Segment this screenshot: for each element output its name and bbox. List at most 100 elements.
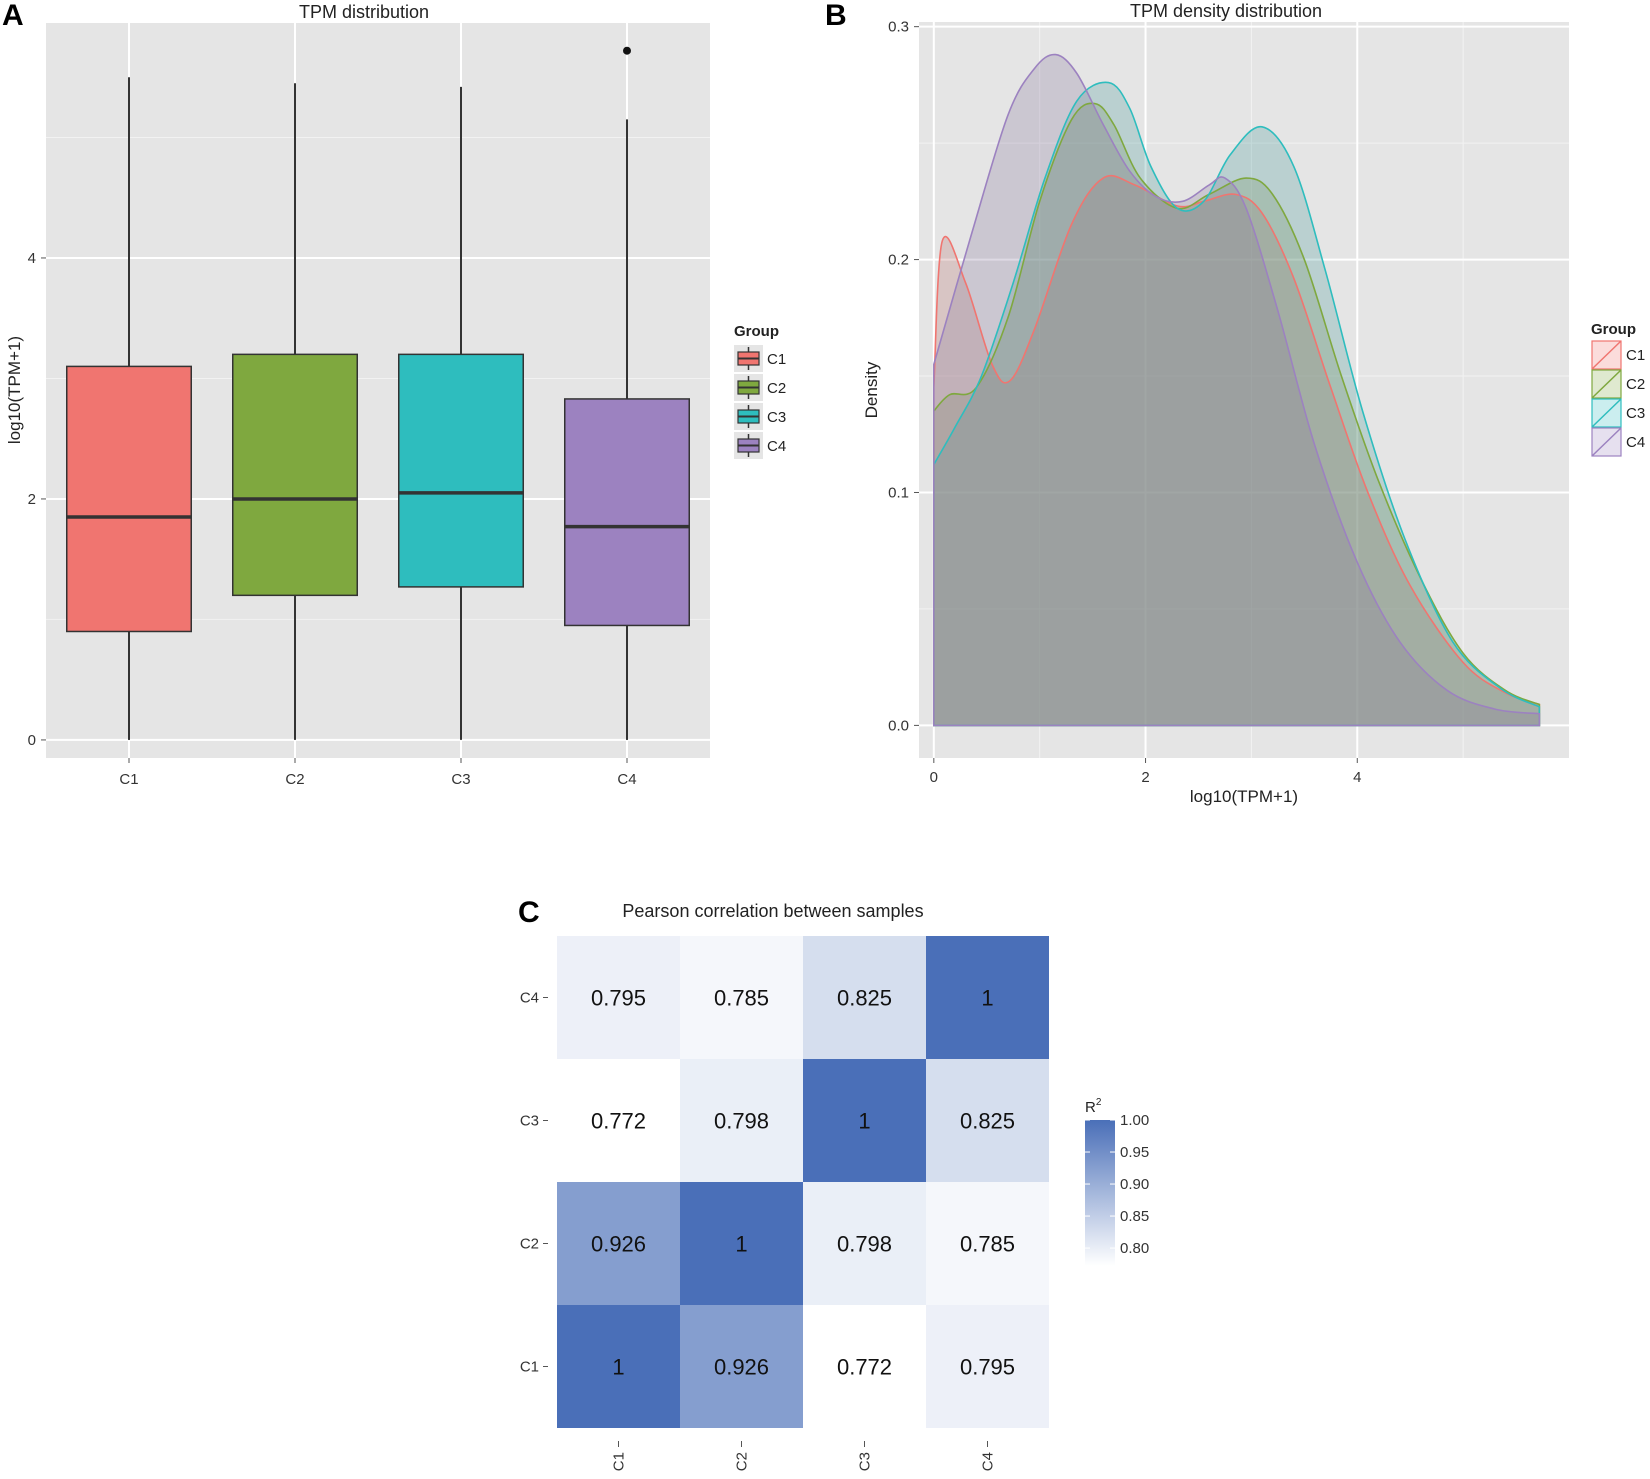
heatmap-cell-label: 0.926 [714, 1355, 769, 1380]
y-tick-label: 0.1 [888, 484, 909, 501]
heatmap-cell-c4-c4: 1 [926, 936, 1049, 1059]
y-tick-label: C2 [520, 1236, 539, 1253]
y-tick-label: 0.2 [888, 252, 909, 269]
legend-label: C4 [767, 438, 786, 455]
colorbar-tick-label: 0.95 [1120, 1144, 1149, 1161]
panel-b-series [933, 53, 1541, 727]
heatmap-cell-fill [926, 1305, 1049, 1428]
heatmap-cell-c1-c3: 0.772 [803, 1305, 926, 1428]
box-body [66, 365, 192, 633]
heatmap-cell-label: 0.772 [837, 1355, 892, 1380]
density-tint-c4 [933, 54, 1540, 726]
legend-diagonal [1591, 369, 1622, 399]
heatmap-cell-c4-c3: 0.825 [803, 936, 926, 1059]
heatmap-cell-fill [557, 1182, 680, 1305]
panel-a-y-axis-label: log10(TPM+1) [5, 336, 24, 444]
heatmap-cell-label: 0.926 [591, 1232, 646, 1257]
legend-diagonal [1591, 340, 1622, 370]
heatmap-cell-fill [803, 1182, 926, 1305]
density-fill-c4 [933, 54, 1540, 726]
heatmap-cell-fill [926, 1059, 1049, 1182]
box-c2 [232, 83, 358, 740]
heatmap-cell-label: 0.798 [714, 1109, 769, 1134]
panel-a-y-axis: 0 2 4 [28, 250, 46, 749]
density-fill-c2 [933, 103, 1540, 726]
heatmap-cell-c2-c1: 0.926 [557, 1182, 680, 1305]
legend-label: C1 [767, 351, 786, 368]
heatmap-cell-fill [557, 936, 680, 1059]
panel-b-x-axis-label: log10(TPM+1) [1190, 787, 1298, 806]
legend-item-c3: C3 [734, 403, 786, 430]
y-tick-label: C4 [520, 990, 539, 1007]
outlier-point [623, 46, 631, 55]
x-tick-label: C2 [734, 1452, 751, 1471]
legend-diagonal [1591, 427, 1622, 457]
legend-label: C1 [1626, 347, 1645, 364]
legend-item-c4: C4 [734, 432, 786, 459]
x-tick-label: C4 [980, 1452, 997, 1471]
heatmap-cell-label: 0.825 [960, 1109, 1015, 1134]
x-tick-label: C2 [285, 771, 304, 788]
box-body [564, 398, 690, 627]
heatmap-cell-label: 0.772 [591, 1109, 646, 1134]
heatmap-cell-fill [557, 1059, 680, 1182]
colorbar-tick-label: 0.90 [1120, 1176, 1149, 1193]
heatmap-cell-label: 0.795 [960, 1355, 1015, 1380]
legend-label: C4 [1626, 434, 1645, 451]
heatmap-cell-c2-c4: 0.785 [926, 1182, 1049, 1305]
heatmap-cell-fill [680, 1305, 803, 1428]
density-line-c1 [933, 174, 1541, 727]
panel-b-plot-background [919, 22, 1569, 758]
panel-a-x-axis: C1 C2 C3 C4 [119, 758, 637, 788]
panel-a-title: TPM distribution [299, 2, 429, 22]
legend-item-c3: C3 [1591, 398, 1645, 428]
colorbar-ticks: 1.00 0.95 0.90 0.85 0.80 [1085, 1112, 1149, 1257]
heatmap-cell-c4-c1: 0.795 [557, 936, 680, 1059]
heatmap-cell-label: 0.785 [714, 986, 769, 1011]
legend-item-c2: C2 [734, 374, 786, 401]
heatmap-cell-fill [680, 936, 803, 1059]
heatmap-cell-c3-c2: 0.798 [680, 1059, 803, 1182]
heatmap-cell-c2-c2: 1 [680, 1182, 803, 1305]
x-tick-label: 4 [1353, 769, 1361, 786]
legend-label: C3 [1626, 405, 1645, 422]
x-tick-label: C1 [611, 1452, 628, 1471]
density-fill-c1 [933, 175, 1540, 726]
heatmap-cell-fill [557, 1305, 680, 1428]
x-tick-label: C4 [617, 771, 636, 788]
panel-c-heatmap: C Pearson correlation between samples 1 0… [518, 896, 1149, 1471]
panel-a-legend: Group C1 C2 C3 C4 [734, 323, 786, 459]
panel-b-y-axis: 0.0 0.1 0.2 0.3 [888, 19, 919, 734]
heatmap-cell-c3-c1: 0.772 [557, 1059, 680, 1182]
box-c3 [398, 86, 524, 740]
heatmap-cell-fill [926, 1182, 1049, 1305]
x-tick-label: 2 [1141, 769, 1149, 786]
panel-a-boxplot: A TPM distribution 0 2 4 C1 C2 C3 C4 log10(TP… [2, 0, 786, 788]
panel-b-y-axis-label: Density [862, 361, 881, 418]
heatmap-cell-label: 1 [735, 1232, 747, 1257]
panel-c-y-axis: C1 C2 C3 C4 [520, 990, 548, 1376]
heatmap-cell-fill [803, 1059, 926, 1182]
box-c4 [564, 46, 690, 740]
legend-label: C2 [1626, 376, 1645, 393]
heatmap-cell-fill [803, 936, 926, 1059]
heatmap-cell-label: 1 [981, 986, 993, 1011]
panel-a-letter: A [2, 0, 24, 32]
density-line-c4 [933, 53, 1541, 727]
heatmap-cell-label: 1 [612, 1355, 624, 1380]
heatmap-cell-c4-c2: 0.785 [680, 936, 803, 1059]
density-line-c3 [933, 81, 1541, 727]
heatmap-cell-label: 0.795 [591, 986, 646, 1011]
x-tick-label: C1 [119, 771, 138, 788]
heatmap-cell-c3-c4: 0.825 [926, 1059, 1049, 1182]
panel-b-x-axis: 0 2 4 [930, 758, 1361, 786]
panel-b-legend: Group C1 C2 C3 C4 [1591, 321, 1645, 457]
colorbar-tick-label: 1.00 [1120, 1112, 1149, 1129]
box-body [232, 353, 358, 597]
colorbar-tick-label: 0.85 [1120, 1208, 1149, 1225]
legend-item-c1: C1 [734, 345, 786, 372]
legend-diagonal [1591, 398, 1622, 428]
y-tick-label: 0.0 [888, 717, 909, 734]
legend-item-c2: C2 [1591, 369, 1645, 399]
colorbar-title: R2 [1085, 1097, 1102, 1116]
